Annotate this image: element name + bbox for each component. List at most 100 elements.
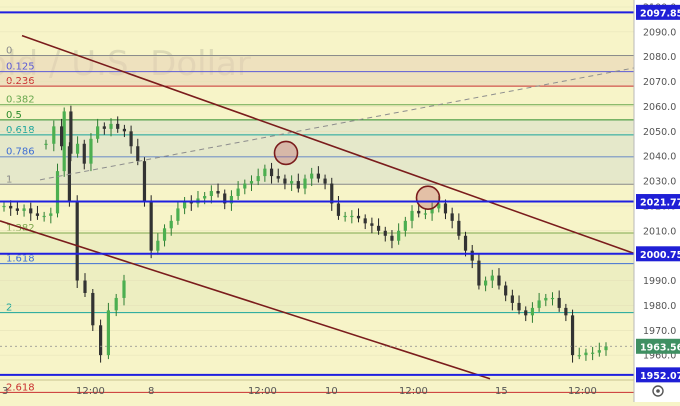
settings-gear-icon-ring[interactable] xyxy=(652,385,664,397)
candle-early-body xyxy=(83,280,87,293)
candle-body xyxy=(550,297,555,300)
candle-body xyxy=(62,111,66,172)
fib-level-label: 2 xyxy=(6,303,12,314)
horizontal-price-lines xyxy=(0,11,634,376)
candle-body xyxy=(256,176,260,182)
candle-body xyxy=(2,205,6,208)
candle-body xyxy=(243,183,247,189)
candle-body xyxy=(390,235,394,241)
candle-body xyxy=(296,181,300,189)
price-label-badge xyxy=(636,246,680,262)
candle-body xyxy=(457,220,461,236)
candle-body xyxy=(490,275,494,281)
candle-early-body xyxy=(67,146,71,201)
fib-level-label: 0.618 xyxy=(6,125,35,136)
candle-body xyxy=(22,208,26,211)
candle-body xyxy=(403,220,407,231)
time-axis-background xyxy=(0,380,634,402)
fib-level-label: 2.618 xyxy=(6,382,35,393)
candle-body xyxy=(176,208,180,221)
fib-level-label: 1.618 xyxy=(6,254,35,265)
candle-body xyxy=(517,302,521,311)
candle-early-body xyxy=(99,325,103,356)
price-tick-label: 2090.0 xyxy=(643,27,676,38)
fib-level-label: 0.125 xyxy=(6,62,35,73)
candle-body xyxy=(136,146,140,162)
candle-body xyxy=(604,346,608,351)
time-tick-label: 8 xyxy=(148,386,154,397)
candle-body xyxy=(470,250,474,261)
candle-body xyxy=(477,260,481,286)
candle-body xyxy=(370,223,374,226)
price-tick-label: 1990.0 xyxy=(643,276,676,287)
candle-body xyxy=(75,143,80,154)
price-tick-label: 1960.0 xyxy=(643,351,676,362)
touch-marker-2 xyxy=(415,185,441,211)
price-label-badge xyxy=(636,194,680,210)
fib-level-label: 1.382 xyxy=(6,223,35,234)
candle-body xyxy=(263,168,267,177)
settings-gear-icon[interactable] xyxy=(652,385,664,397)
candle-body xyxy=(510,295,514,303)
candle-early-body xyxy=(44,143,48,145)
candle-body xyxy=(537,300,541,308)
price-label-text: 2021.77 xyxy=(640,198,680,209)
candle-early-body xyxy=(122,280,126,298)
price-tick-label: 1970.0 xyxy=(643,326,676,337)
fibonacci-levels: 00.1250.2360.3820.50.6180.78611.3821.618… xyxy=(0,45,634,393)
fib-level-label: 0.786 xyxy=(6,147,35,158)
candle-body xyxy=(290,181,294,184)
candle-body xyxy=(430,208,434,214)
candle-body xyxy=(203,195,207,199)
price-tick-label: 2070.0 xyxy=(643,77,676,88)
fib-zone-mid xyxy=(0,119,634,185)
price-grid xyxy=(0,6,634,356)
candle-body xyxy=(169,220,173,229)
price-label-badge xyxy=(636,4,680,20)
price-tick-label: 2050.0 xyxy=(643,127,676,138)
candle-body xyxy=(363,218,367,224)
price-label-text: 1963.56 xyxy=(640,342,680,353)
candle-body xyxy=(283,178,287,184)
candle-early-body xyxy=(91,292,95,326)
candle-body xyxy=(249,181,254,184)
candle-body xyxy=(443,203,448,214)
price-tick-label: 2030.0 xyxy=(643,177,676,188)
candle-body xyxy=(564,307,568,316)
candle-body xyxy=(29,208,33,214)
time-tick-label: 3 xyxy=(2,386,8,397)
time-tick-label: 12:00 xyxy=(248,386,277,397)
candle-body xyxy=(116,123,120,129)
candle-body xyxy=(504,285,508,296)
candle-body xyxy=(229,195,234,204)
candle-body xyxy=(570,315,575,356)
dashed-trend-line xyxy=(39,67,635,181)
price-label-badge xyxy=(636,367,680,383)
candle-body xyxy=(310,173,314,179)
candle-body xyxy=(557,297,561,308)
candle-early-body xyxy=(106,310,110,356)
candle-body xyxy=(524,310,528,316)
candle-body xyxy=(122,128,126,132)
price-label-text: 1952.07 xyxy=(640,371,680,382)
candle-body xyxy=(397,230,401,241)
candle-body xyxy=(544,297,548,301)
settings-gear-icon-hub[interactable] xyxy=(656,389,660,393)
candle-body xyxy=(597,350,601,353)
candle-body xyxy=(216,191,220,194)
candle-body xyxy=(42,215,46,218)
price-tick-label: 2080.0 xyxy=(643,52,676,63)
candle-early-body xyxy=(75,200,79,281)
candle-early-body xyxy=(114,297,118,311)
candle-body xyxy=(336,203,341,216)
time-tick-label: 12:00 xyxy=(76,386,105,397)
fib-level-label: 0.5 xyxy=(6,110,22,121)
candle-body xyxy=(417,210,421,214)
candle-body xyxy=(142,161,147,201)
candle-body xyxy=(577,355,581,357)
fib-zone-lower xyxy=(0,233,634,313)
candle-body xyxy=(423,213,427,215)
time-axis: 3 12:00 8 12:00 10 12:00 15 12:00 xyxy=(0,379,634,397)
drawing-tools xyxy=(0,34,635,380)
